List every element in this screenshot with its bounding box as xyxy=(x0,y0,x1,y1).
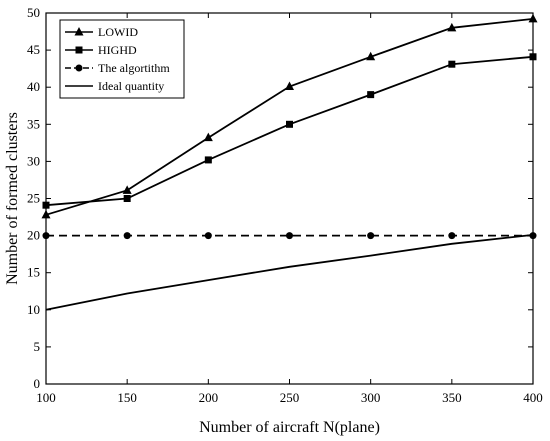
data-point-lowid xyxy=(447,22,457,32)
data-point-the-algortithm xyxy=(448,232,456,240)
data-point-lowid xyxy=(528,13,538,23)
data-point-lowid xyxy=(203,132,213,142)
x-tick-label: 300 xyxy=(361,390,381,405)
x-tick-label: 250 xyxy=(280,390,300,405)
x-tick-label: 400 xyxy=(523,390,543,405)
data-point-highd xyxy=(123,195,131,202)
series-layer xyxy=(41,13,538,311)
data-point-highd xyxy=(448,60,456,68)
y-tick-label: 5 xyxy=(34,339,41,354)
y-tick-label: 20 xyxy=(27,228,40,243)
data-point-highd xyxy=(529,53,537,61)
y-tick-label: 40 xyxy=(27,79,40,94)
y-tick-label: 30 xyxy=(27,153,40,168)
y-axis-label: Number of formed clusters xyxy=(4,112,21,285)
x-tick-label: 200 xyxy=(199,390,219,405)
series-line-ideal-quantity xyxy=(45,234,534,311)
data-point-the-algortithm xyxy=(42,232,50,240)
legend-marker-the-algortithm xyxy=(75,64,83,72)
y-tick-label: 45 xyxy=(27,42,40,57)
x-tick-label: 100 xyxy=(36,390,56,405)
legend-label-ideal-quantity: Ideal quantity xyxy=(98,79,164,93)
data-point-highd xyxy=(367,91,375,99)
x-tick-label: 350 xyxy=(442,390,462,405)
series-the-algortithm xyxy=(42,232,537,240)
data-point-lowid xyxy=(122,185,132,194)
series-highd xyxy=(42,53,537,209)
y-tick-label: 0 xyxy=(34,376,41,391)
x-tick-label: 150 xyxy=(117,390,137,405)
data-point-lowid xyxy=(366,51,376,61)
x-axis-label: Number of aircraft N(plane) xyxy=(199,419,380,436)
y-tick-label: 25 xyxy=(27,191,40,206)
y-tick-label: 50 xyxy=(27,5,40,20)
y-tick-label: 15 xyxy=(27,265,40,280)
legend-label-the-algortithm: The algortithm xyxy=(98,61,170,75)
y-tick-label: 10 xyxy=(27,302,40,317)
legend: LOWID HIGHD The algortithm Ideal quantity xyxy=(59,19,185,99)
data-point-highd xyxy=(286,120,293,128)
data-point-the-algortithm xyxy=(123,232,131,240)
data-point-lowid xyxy=(41,209,51,219)
legend-label-highd: HIGHD xyxy=(98,43,137,57)
data-point-the-algortithm xyxy=(367,232,375,240)
axes: 100 150 200 250 300 350 400 0 5 10 15 20 25 30 35 40 45 5… xyxy=(27,5,543,405)
data-point-highd xyxy=(42,201,50,209)
y-tick-label: 35 xyxy=(27,116,40,131)
data-point-the-algortithm xyxy=(204,232,212,240)
legend-label-lowid: LOWID xyxy=(98,25,138,39)
series-lowid xyxy=(41,13,538,219)
series-ideal-quantity xyxy=(45,234,534,311)
legend-marker-highd xyxy=(75,46,83,54)
data-point-the-algortithm xyxy=(286,232,293,240)
data-point-highd xyxy=(204,156,212,164)
legend-marker-lowid xyxy=(74,27,84,36)
data-point-lowid xyxy=(285,81,294,90)
